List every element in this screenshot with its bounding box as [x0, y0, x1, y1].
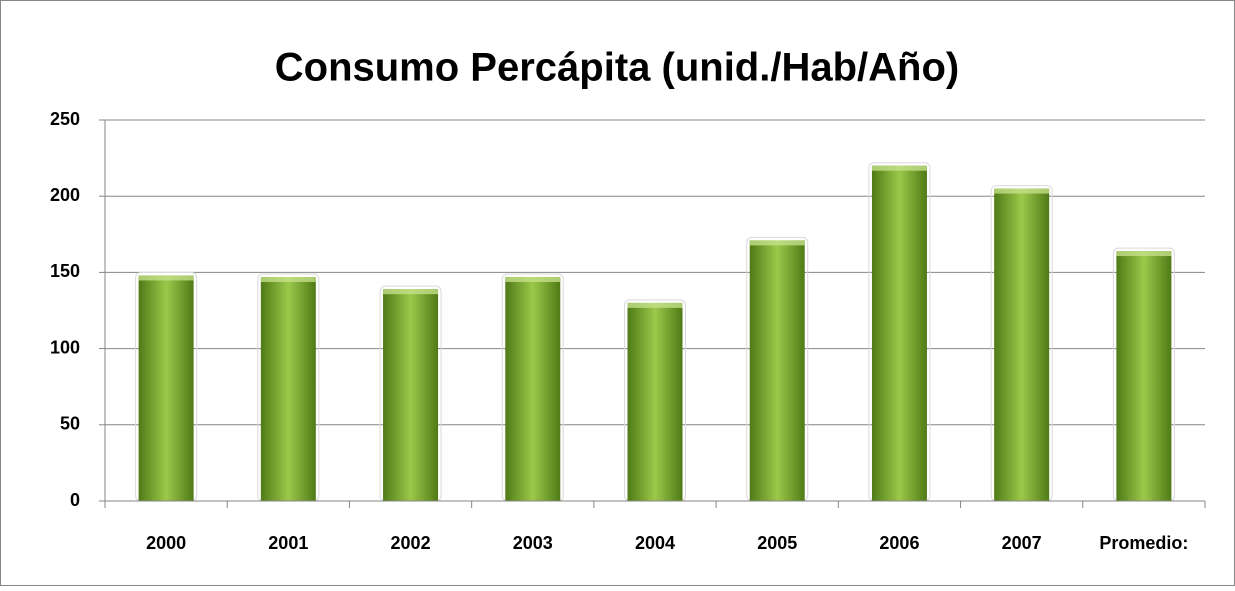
bar-cap [505, 276, 561, 282]
bar [1116, 251, 1172, 501]
x-tick-label: 2004 [635, 533, 675, 553]
bar [871, 165, 927, 501]
x-tick-label: 2001 [268, 533, 308, 553]
x-tick-label: 2002 [391, 533, 431, 553]
bar-cap [260, 276, 316, 282]
bar [260, 276, 316, 501]
x-tick-label: 2006 [879, 533, 919, 553]
x-tick-label: 2000 [146, 533, 186, 553]
bar [505, 276, 561, 501]
bar-cap [749, 240, 805, 246]
x-tick-label: 2007 [1002, 533, 1042, 553]
x-tick-label: 2003 [513, 533, 553, 553]
bar-cap [383, 289, 439, 295]
y-tick-label: 150 [50, 261, 80, 281]
bar [994, 188, 1050, 501]
bar-cap [871, 165, 927, 171]
bar [383, 289, 439, 501]
bar [749, 240, 805, 501]
bar-cap [138, 275, 194, 281]
bar-cap [627, 302, 683, 308]
x-tick-label: 2005 [757, 533, 797, 553]
x-tick-label: Promedio: [1099, 533, 1188, 553]
y-tick-label: 50 [60, 414, 80, 434]
y-tick-label: 200 [50, 185, 80, 205]
chart-title: Consumo Percápita (unid./Hab/Año) [275, 46, 959, 90]
bar-cap [994, 188, 1050, 194]
bar [627, 302, 683, 501]
y-tick-label: 100 [50, 337, 80, 357]
bar [138, 275, 194, 501]
bar-cap [1116, 251, 1172, 257]
y-tick-label: 250 [50, 109, 80, 129]
y-tick-label: 0 [70, 490, 80, 510]
